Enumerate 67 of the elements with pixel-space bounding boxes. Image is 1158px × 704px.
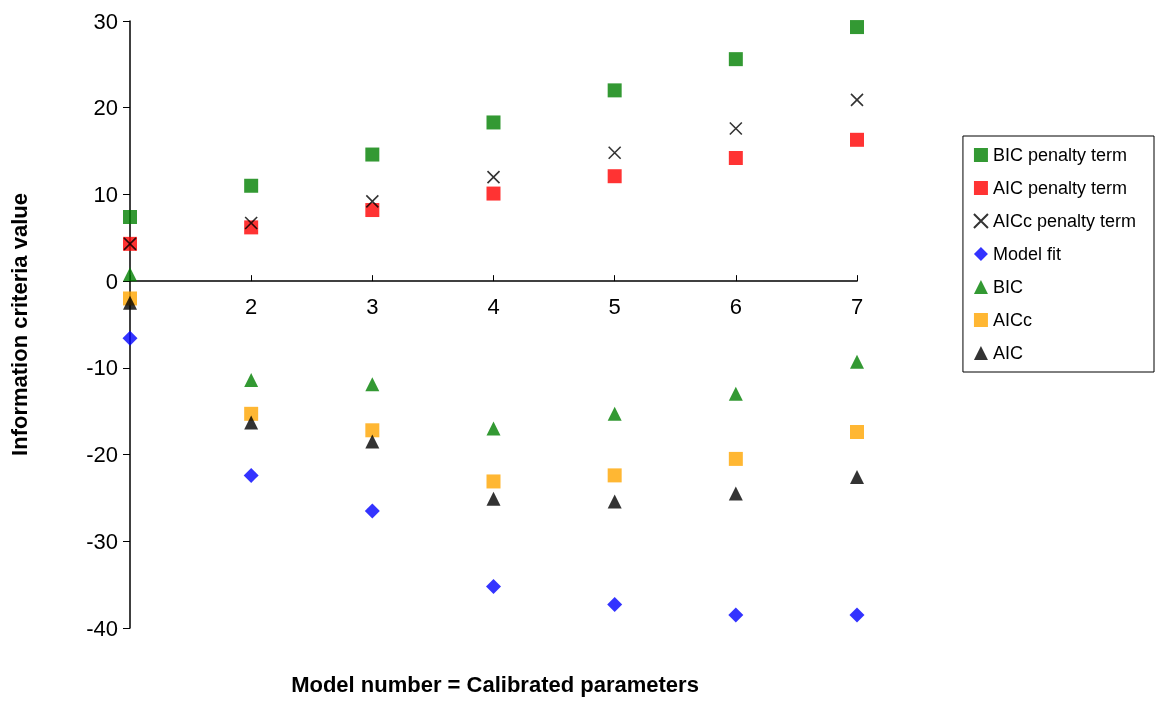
point [850,354,864,369]
point [607,83,622,98]
point [607,468,622,483]
x-tick-label: 4 [487,293,500,319]
point [729,121,743,136]
point [850,93,864,107]
legend-label: AIC [992,343,1023,363]
point [244,373,259,387]
legend-label: AICc [992,310,1032,330]
point [728,52,743,67]
x-tick-label: 2 [245,293,258,319]
point [728,151,743,166]
point [123,209,137,224]
point [486,170,501,184]
point [244,178,259,193]
point [244,406,259,421]
point [486,421,501,436]
point [486,115,501,130]
y-axis-title: Information criteria value [6,193,32,456]
point [850,132,864,147]
point [365,377,380,392]
x-tick-label: 6 [729,293,742,319]
point [728,486,743,501]
legend-label: AIC penalty term [992,178,1128,198]
point [486,186,501,201]
legend-label: Model fit [992,244,1061,264]
x-tick-label: 3 [366,293,379,319]
point [849,607,865,623]
point [365,434,380,449]
point [728,451,743,466]
point [850,425,864,440]
point [607,169,622,184]
x-tick-label: 7 [850,293,864,319]
x-tick-label: 5 [608,293,621,319]
point [365,147,380,162]
y-tick-label: 0 [105,268,118,294]
point [607,597,623,613]
point [244,216,258,230]
point [850,20,864,35]
point [244,415,259,430]
point [123,267,137,282]
point [364,503,380,519]
y-tick-label: -10 [86,355,118,381]
x-axis-title: Model number = Calibrated parameters [291,671,699,697]
point [728,607,744,623]
point [728,386,743,401]
y-tick-label: 10 [93,181,118,207]
y-tick-label: 30 [93,8,118,34]
point [607,406,622,421]
legend-label: BIC penalty term [992,145,1128,165]
legend-label: BIC [992,277,1023,297]
y-tick-label: 20 [93,95,118,121]
point [365,194,380,209]
point [365,423,380,438]
y-tick-label: -20 [86,442,118,468]
point [486,578,501,594]
y-tick-label: -40 [86,615,118,641]
point [850,470,864,485]
point [122,330,138,346]
point [486,474,501,489]
point [486,491,501,506]
y-tick-label: -30 [86,528,118,554]
point [123,295,137,310]
point [607,146,622,160]
point [243,467,259,483]
point [607,494,622,509]
legend-label: AICc penalty term [992,211,1137,231]
